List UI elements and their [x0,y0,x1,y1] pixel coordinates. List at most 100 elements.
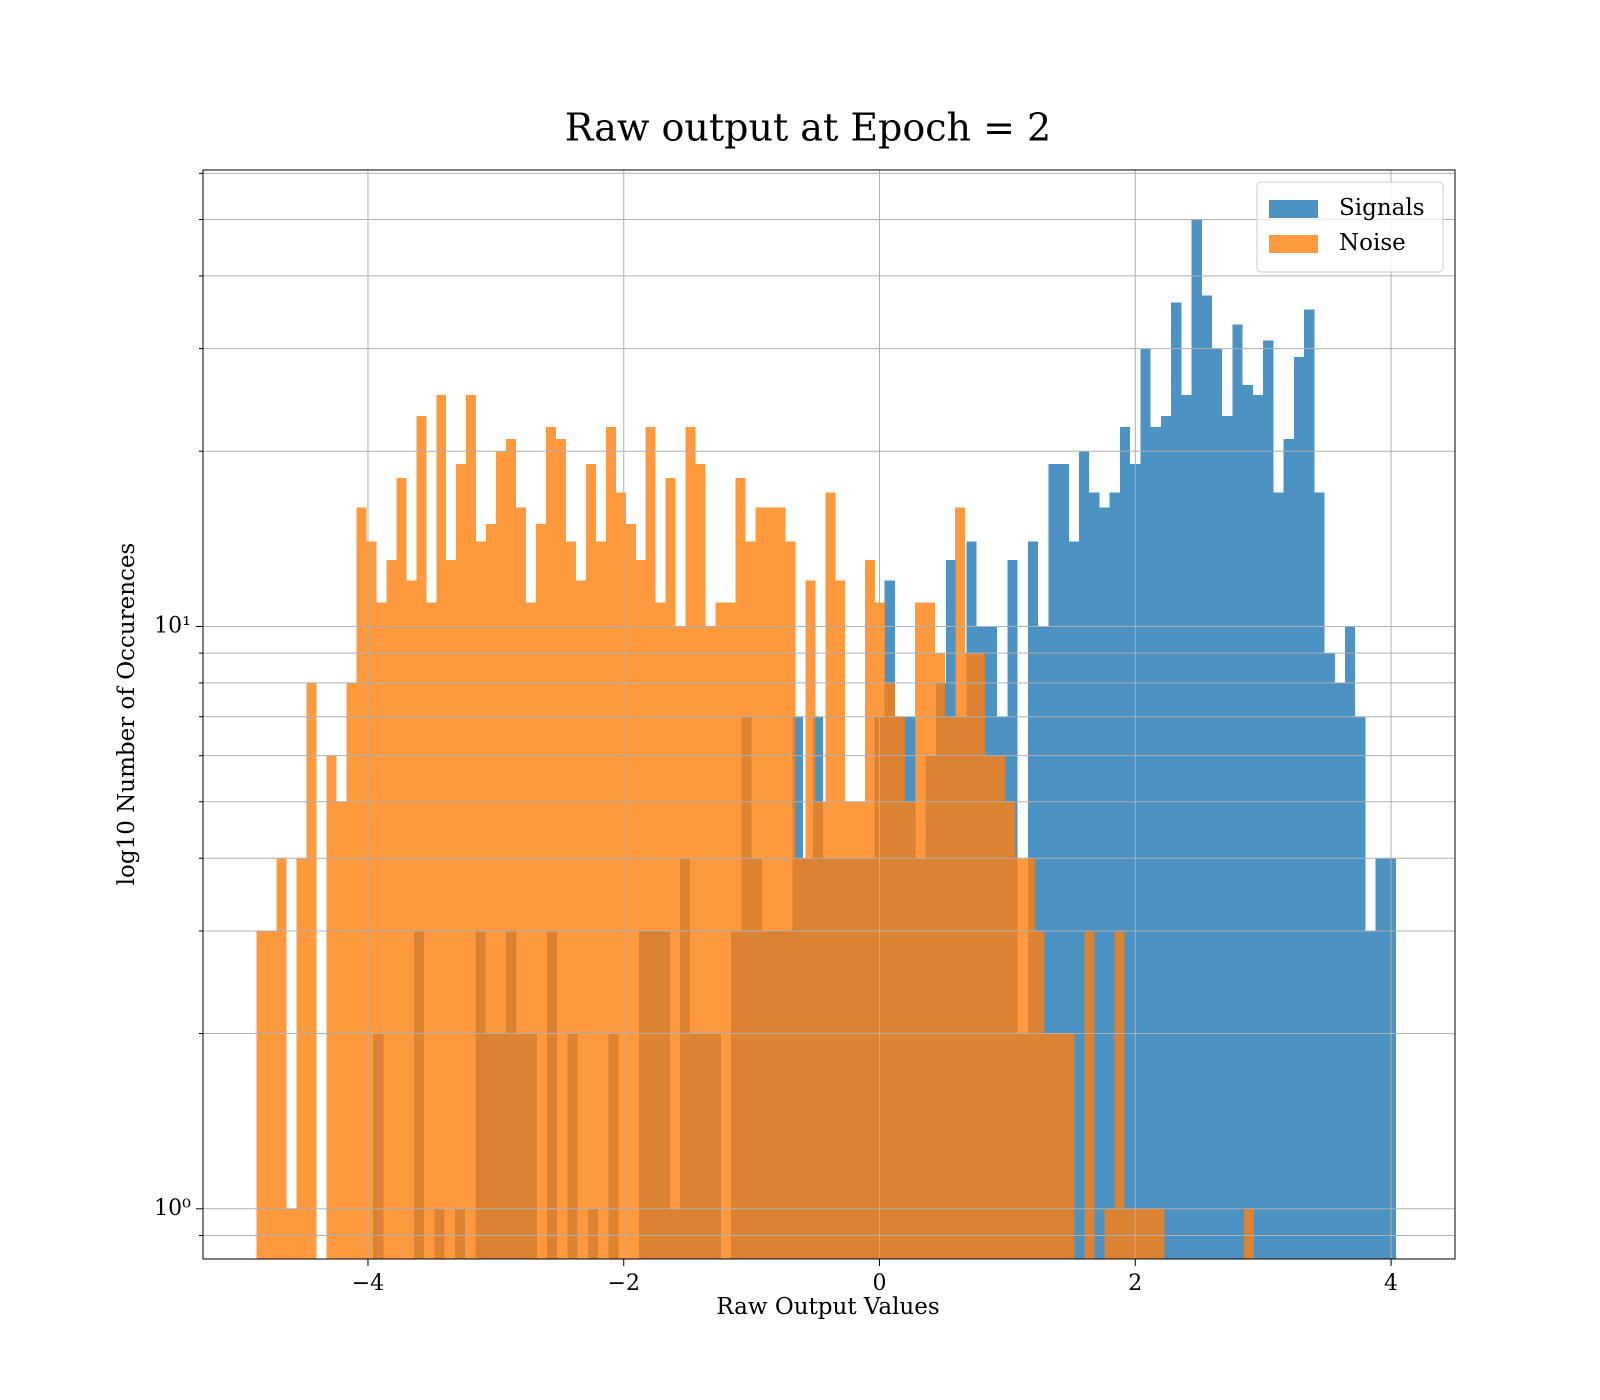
bar [695,464,706,1259]
bar [486,523,497,1259]
bar [1181,394,1192,1259]
bar [1314,492,1325,1259]
bar [456,464,467,1259]
bar [635,560,646,1259]
bar [974,653,985,1259]
bar [266,930,277,1259]
bar [1212,348,1223,1259]
bar [1160,415,1172,1259]
bar [585,464,596,1259]
bar [605,427,616,1259]
plot-area [256,219,1397,1259]
bar [835,580,846,1259]
bar [256,930,267,1259]
bar [1201,295,1213,1259]
bar [1191,219,1202,1259]
bar [1273,492,1284,1259]
bar [1124,1208,1135,1259]
x-tick-label: −2 [608,1271,640,1296]
bar [496,451,507,1259]
bar [1064,1033,1075,1259]
bar [396,477,407,1259]
bar [575,580,586,1259]
bar [885,682,896,1259]
bar [1099,507,1110,1259]
bar [805,580,816,1259]
bar [1109,492,1120,1259]
bar [1079,451,1090,1259]
bar [815,801,826,1259]
bar [1058,464,1069,1259]
bar [964,653,975,1259]
bar [476,541,487,1259]
bar [775,507,786,1259]
y-axis-label: log10 Number of Occurences [114,543,140,886]
bar [356,507,367,1259]
bar [1024,858,1035,1259]
bar [1365,930,1376,1259]
bar [1263,340,1274,1259]
bar [825,492,836,1259]
bar [615,492,626,1259]
bar [326,755,337,1259]
bar [1252,394,1264,1259]
bar [466,394,477,1259]
bar [1171,302,1182,1259]
bar [895,716,906,1259]
bar [1114,930,1125,1259]
bar [755,507,766,1259]
bar [954,507,965,1259]
bar [366,541,377,1259]
bar [785,541,796,1259]
bar [845,801,856,1259]
bar [1232,324,1243,1259]
bar [765,507,776,1259]
bar [795,858,806,1259]
bar [1345,626,1356,1259]
bar [1084,930,1095,1259]
bar [675,626,686,1259]
bar [1242,384,1253,1259]
bar [1054,1033,1065,1259]
bar [555,438,566,1259]
bar [386,560,397,1259]
bar [595,541,606,1259]
bar [944,716,955,1259]
bar [1334,682,1346,1259]
bar [855,801,866,1259]
x-tick-label: 4 [1384,1271,1398,1296]
bar [905,801,916,1259]
bar [1068,541,1080,1259]
axes: −4 −2 0 2 4 10⁰ 10¹ Signals Noise [154,169,1456,1296]
bar [436,394,447,1259]
bar [1304,309,1315,1259]
bar [336,801,347,1259]
bar [1355,716,1366,1259]
x-tick-label: 2 [1128,1271,1142,1296]
bar [994,755,1005,1259]
bar [1048,464,1059,1259]
bar [286,1208,297,1259]
bar [984,755,995,1259]
bar [1004,801,1015,1259]
bar [735,477,746,1259]
bar [665,477,676,1259]
bar [625,523,636,1259]
bar [276,858,287,1259]
legend-swatch [1269,235,1318,253]
legend-label: Noise [1339,230,1406,256]
bar [1119,427,1131,1259]
bar [1375,858,1386,1259]
bar [1150,427,1161,1259]
bar [416,415,427,1259]
bar [685,427,696,1259]
bar [1244,1208,1255,1259]
bar [565,541,576,1259]
bar [306,682,317,1259]
x-tick-label: −4 [352,1271,384,1296]
bar [406,580,417,1259]
bar [296,858,307,1259]
bar [516,507,527,1259]
y-tick-label: 10⁰ [154,1196,191,1221]
